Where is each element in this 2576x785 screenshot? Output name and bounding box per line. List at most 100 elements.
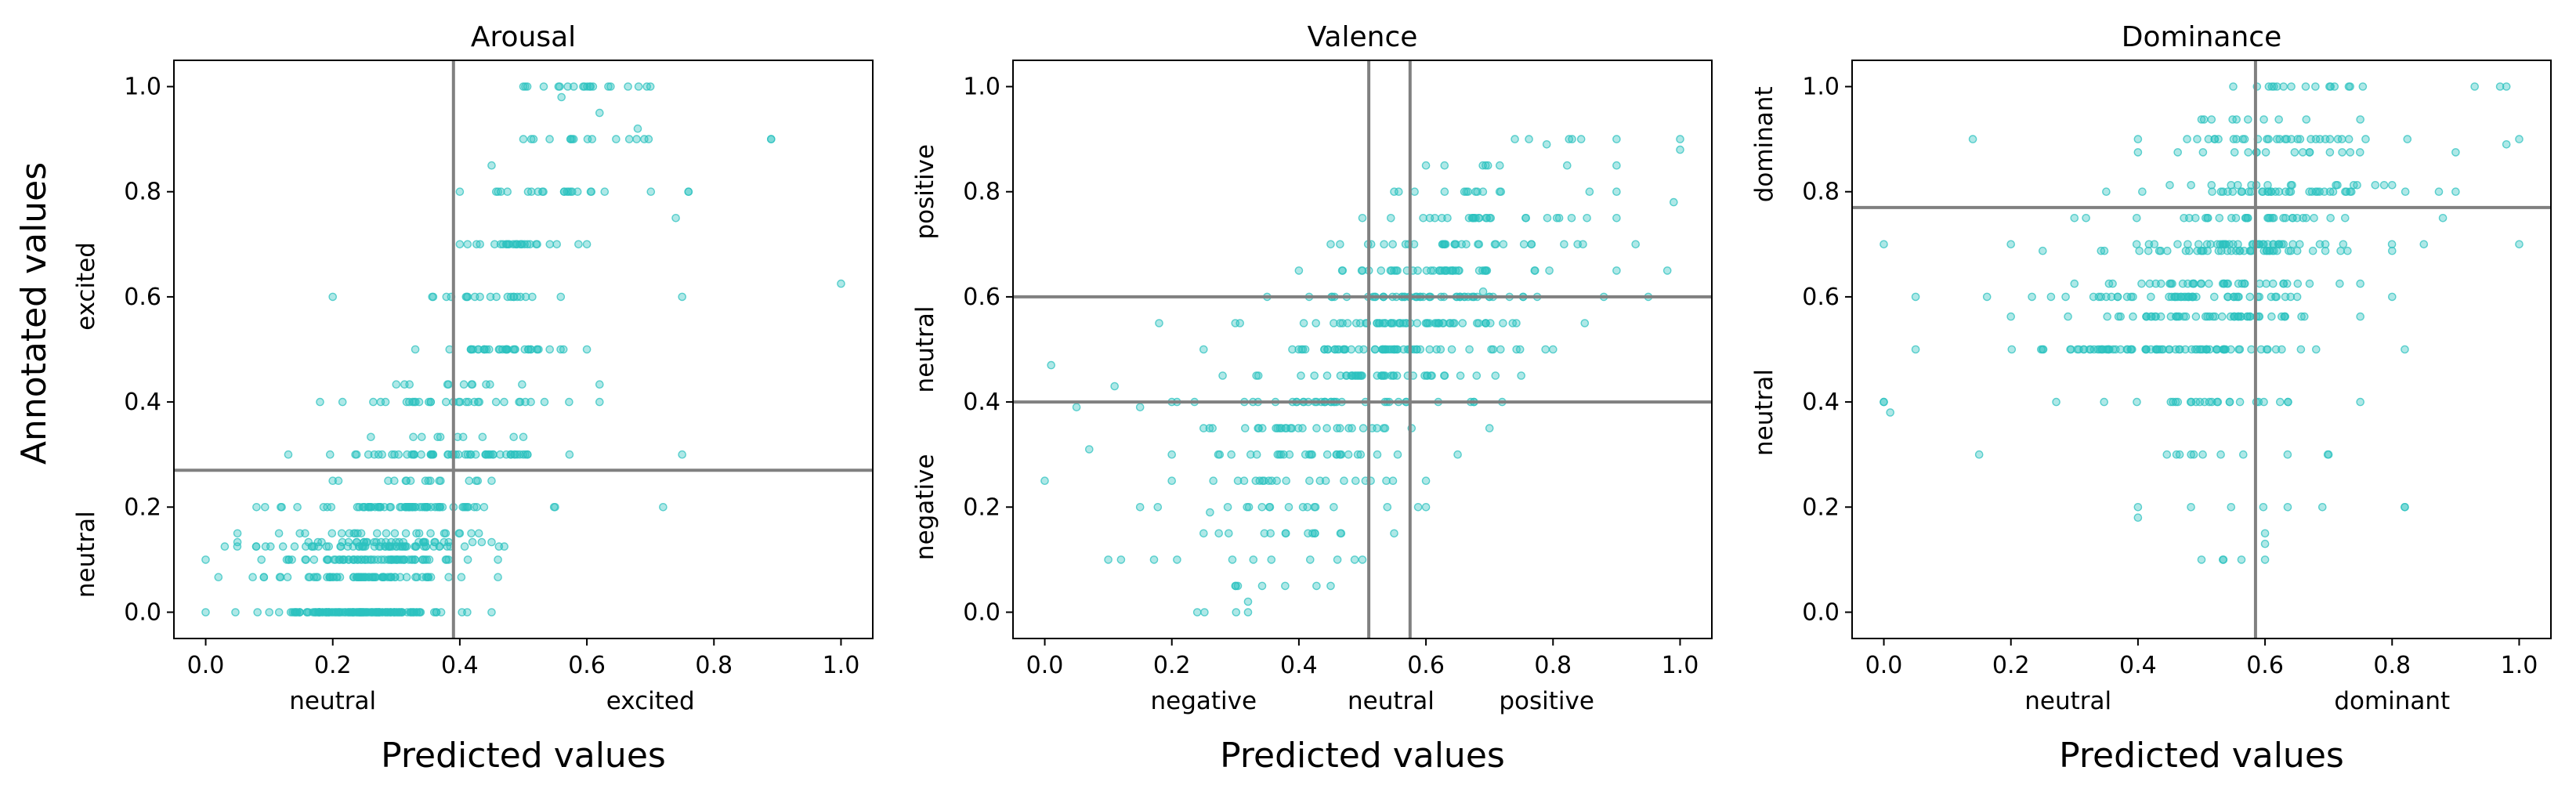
valence-data-point — [1511, 135, 1519, 143]
dominance-x-tick-label: 0.8 — [2373, 652, 2411, 679]
dominance-data-point — [2343, 246, 2352, 255]
valence-data-point — [1482, 319, 1490, 327]
dominance-data-point — [2205, 397, 2214, 407]
valence-data-point — [1326, 240, 1335, 249]
arousal-data-point — [518, 240, 526, 249]
arousal-data-point — [370, 537, 379, 547]
arousal-data-point — [539, 82, 548, 91]
dominance-data-point — [2162, 246, 2172, 255]
dominance-data-point — [2260, 555, 2270, 564]
arousal-data-point — [574, 240, 583, 249]
valence-data-point — [1554, 213, 1564, 222]
dominance-data-point — [2007, 345, 2017, 354]
arousal-data-point — [487, 161, 496, 170]
valence-data-point — [1333, 424, 1341, 432]
dominance-data-point — [2287, 82, 2296, 91]
arousal-data-point — [414, 529, 424, 538]
valence-data-point — [1273, 424, 1282, 432]
valence-data-point — [1413, 345, 1421, 354]
dominance-data-point — [2198, 148, 2208, 157]
valence-data-point — [1565, 135, 1574, 143]
arousal-x-tick-label: 0.2 — [314, 652, 352, 679]
dominance-data-point — [2194, 240, 2203, 249]
valence-data-point — [1305, 476, 1314, 486]
dominance-data-point — [2361, 135, 2370, 143]
arousal-data-point — [333, 573, 342, 582]
dominance-data-point — [1880, 397, 1888, 407]
valence-data-point — [1373, 450, 1382, 459]
arousal-data-point — [374, 450, 383, 459]
arousal-data-point — [340, 608, 349, 617]
arousal-data-point — [595, 380, 604, 389]
valence-x-tick-label: 1.0 — [1662, 652, 1699, 679]
valence-data-point — [1336, 424, 1344, 432]
valence-scatter-series — [1040, 135, 1684, 617]
arousal-data-point — [520, 345, 530, 354]
dominance-data-point — [2184, 213, 2194, 222]
valence-data-point — [1312, 319, 1320, 327]
dominance-y-tick-label: 0.6 — [1802, 284, 1840, 311]
arousal-data-point — [538, 187, 547, 196]
arousal-data-point — [458, 503, 467, 512]
valence-data-point — [1485, 424, 1494, 432]
valence-data-point — [1338, 319, 1347, 327]
valence-data-point — [1257, 503, 1267, 512]
dominance-data-point — [2299, 213, 2307, 222]
dominance-data-point — [2279, 82, 2288, 91]
arousal-data-point — [624, 135, 634, 143]
dominance-data-point — [2238, 450, 2248, 459]
arousal-data-point — [440, 537, 449, 547]
dominance-data-point — [2086, 345, 2095, 354]
valence-data-point — [1483, 161, 1492, 170]
valence-title: Valence — [1308, 21, 1418, 53]
arousal-data-point — [353, 503, 362, 512]
dominance-data-point — [2052, 397, 2060, 407]
arousal-data-point — [461, 450, 470, 459]
dominance-data-point — [2321, 135, 2330, 143]
arousal-data-point — [334, 476, 343, 486]
valence-data-point — [1241, 424, 1250, 432]
arousal-data-point — [492, 292, 501, 302]
valence-data-point — [1576, 135, 1586, 143]
dominance-data-point — [2203, 246, 2212, 255]
dominance-data-point — [2268, 213, 2277, 222]
valence-data-point — [1380, 319, 1389, 327]
arousal-data-point — [426, 397, 436, 407]
valence-data-point — [1631, 240, 1640, 249]
valence-data-point — [1297, 345, 1306, 354]
valence-x-axis-label: Predicted values — [1220, 736, 1505, 776]
arousal-data-point — [286, 608, 295, 617]
valence-data-point — [1040, 476, 1049, 486]
arousal-data-point — [442, 397, 450, 407]
valence-data-point — [1563, 161, 1572, 170]
dominance-y-tick-label: 0.8 — [1802, 179, 1840, 206]
valence-data-point — [1585, 187, 1594, 196]
dominance-data-point — [2292, 292, 2302, 302]
arousal-data-point — [444, 573, 454, 582]
dominance-axes-frame — [1851, 60, 2552, 639]
arousal-data-point — [467, 380, 476, 389]
dominance-data-point — [2308, 246, 2317, 255]
arousal-data-point — [424, 573, 433, 582]
arousal-data-point — [494, 573, 502, 582]
dominance-data-point — [2274, 115, 2283, 124]
valence-data-point — [1167, 476, 1176, 486]
dominance-data-point — [2216, 450, 2225, 459]
valence-data-point — [1233, 581, 1243, 591]
arousal-data-point — [396, 503, 404, 512]
dominance-data-point — [2321, 246, 2330, 255]
dominance-data-point — [2340, 213, 2350, 222]
valence-data-point — [1358, 266, 1367, 275]
valence-data-point — [1355, 345, 1363, 354]
arousal-data-point — [545, 135, 554, 143]
dominance-data-point — [2193, 135, 2202, 143]
dominance-data-point — [2197, 279, 2206, 288]
arousal-data-point — [366, 503, 375, 512]
dominance-data-point — [2227, 503, 2236, 512]
dominance-data-point — [2283, 450, 2292, 459]
dominance-data-point — [2097, 345, 2107, 354]
arousal-data-point — [322, 555, 331, 564]
valence-data-point — [1438, 213, 1446, 222]
arousal-data-point — [557, 92, 566, 102]
dominance-data-point — [2346, 82, 2354, 91]
